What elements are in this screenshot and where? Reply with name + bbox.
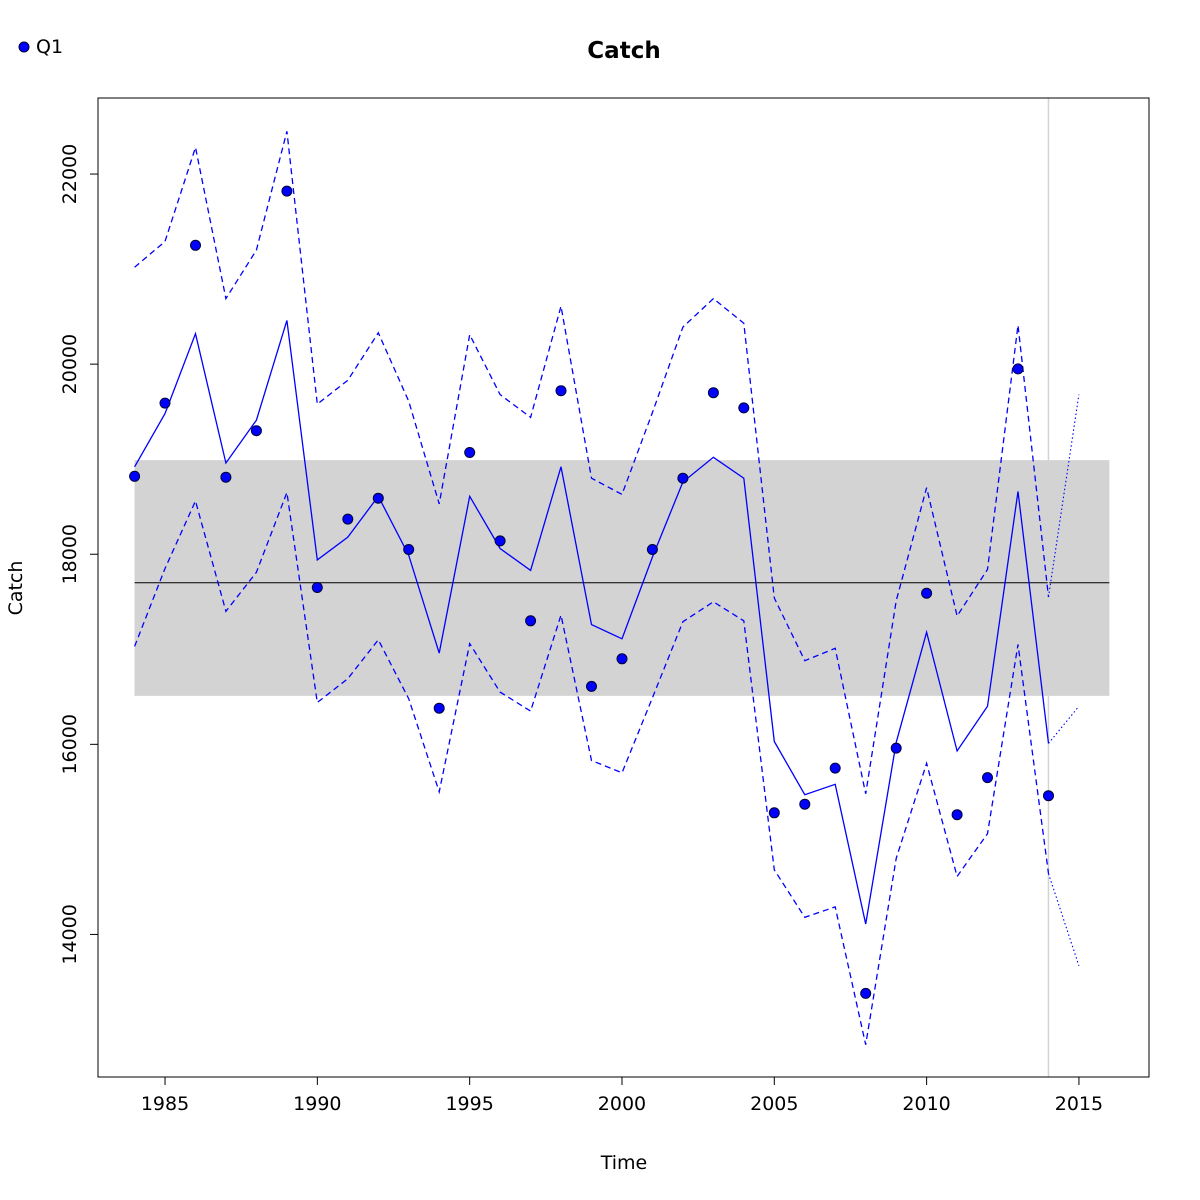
y-axis-title: Catch <box>5 561 27 616</box>
observed-point <box>190 239 201 251</box>
x-tick-label: 2005 <box>750 1093 798 1115</box>
observed-point <box>1043 790 1054 802</box>
observed-point <box>555 385 567 397</box>
observed-point <box>525 615 537 627</box>
chart-title: Catch <box>587 38 660 64</box>
observed-point <box>890 742 902 754</box>
y-tick-label: 16000 <box>59 714 81 774</box>
observed-point <box>129 470 141 482</box>
observed-point <box>1012 363 1024 375</box>
observed-point <box>220 471 232 483</box>
x-tick-label: 2010 <box>902 1093 950 1115</box>
y-tick-label: 14000 <box>59 904 81 964</box>
observed-point <box>921 587 933 599</box>
observed-point <box>646 544 658 555</box>
observed-point <box>768 807 780 819</box>
observed-point <box>494 535 506 547</box>
x-tick-label: 1995 <box>445 1093 493 1115</box>
observed-point <box>707 387 719 399</box>
x-tick-label: 1990 <box>293 1093 341 1115</box>
observed-point <box>311 582 323 593</box>
observed-points-group <box>129 185 1054 999</box>
observed-point <box>433 702 445 714</box>
observed-point <box>829 762 841 774</box>
y-axis: 14000 16000 18000 20000 22000 <box>59 144 99 965</box>
x-axis-title: Time <box>600 1152 648 1174</box>
forecast-mean-line <box>1048 705 1080 744</box>
observed-point <box>159 397 171 409</box>
y-tick-label: 22000 <box>59 144 81 204</box>
observed-point <box>738 402 750 414</box>
legend-marker-q1 <box>18 41 30 53</box>
observed-point <box>677 472 689 484</box>
x-axis: 1985 1990 1995 2000 2005 2010 2015 <box>141 1076 1103 1115</box>
observed-point <box>403 544 415 555</box>
upper-ci-line <box>134 131 1050 794</box>
observed-point <box>372 492 384 504</box>
x-tick-label: 1985 <box>141 1093 189 1115</box>
observed-point <box>464 447 476 458</box>
observed-point <box>616 653 628 665</box>
observed-point <box>342 513 354 525</box>
observed-point <box>250 425 262 437</box>
observed-point <box>951 809 963 821</box>
x-tick-label: 2015 <box>1055 1093 1103 1115</box>
observed-point <box>799 798 811 810</box>
lower-ci-line <box>133 489 1050 1045</box>
observed-point <box>586 680 597 692</box>
observed-point <box>860 987 872 999</box>
observed-point <box>281 185 293 197</box>
legend-label-q1: Q1 <box>36 36 63 58</box>
y-tick-label: 20000 <box>59 334 81 394</box>
observed-point <box>982 772 993 784</box>
series-lines-group <box>133 131 1080 1045</box>
x-tick-label: 2000 <box>598 1093 646 1115</box>
legend: Q1 <box>18 36 63 58</box>
y-tick-label: 18000 <box>59 524 81 584</box>
forecast-lower-line <box>1047 873 1080 966</box>
fitted-line <box>134 320 1050 925</box>
